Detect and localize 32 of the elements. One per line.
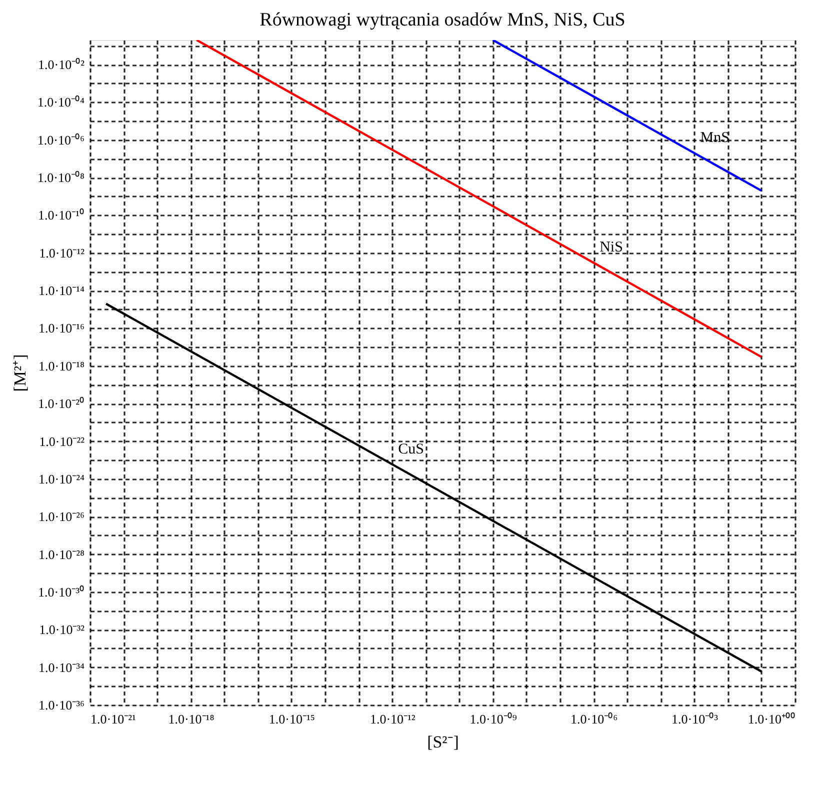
y-tick-label: 1.0·10⁻⁰⁴ [37,94,85,110]
y-axis-title: [M²⁺] [10,354,30,392]
y-tick-label: 1.0·10⁻¹⁶ [38,320,84,336]
y-tick-label: 1.0·10⁻⁰² [38,57,85,72]
y-tick-label: 1.0·10⁻³⁰ [38,584,84,600]
y-tick-label: 1.0·10⁻²⁸ [38,546,85,562]
x-tick-label: 1.0·10⁻⁰⁹ [470,712,518,726]
y-tick-label: 1.0·10⁻⁰⁶ [37,132,84,148]
series-label: NiS [600,240,623,256]
y-tick-label: 1.0·10⁻⁰⁸ [37,170,85,186]
y-tick-label: 1.0·10⁻²⁶ [38,509,84,524]
y-tick-label: 1.0·10⁻²² [39,434,85,449]
x-tick-label: 1.0·10⁻⁰⁶ [570,712,618,726]
y-tick-label: 1.0·10⁻²⁴ [38,471,85,486]
y-tick-label: 1.0·10⁻¹⁴ [38,283,85,298]
series-label: MnS [700,130,730,146]
x-tick-label: 1.0·10⁻⁰³ [672,712,718,726]
y-tick-label: 1.0·10⁻²⁰ [38,396,84,412]
x-tick-label: 1.0·10⁻²¹ [90,712,136,726]
x-axis-title: [S²⁻] [427,732,459,752]
y-tick-label: 1.0·10⁻³⁶ [38,698,84,712]
x-tick-label: 1.0·10⁻¹⁵ [268,712,315,726]
x-tick-label: 1.0·10⁻¹⁸ [168,712,215,726]
x-tick-label: 1.0·10⁺⁰⁰ [748,712,796,726]
x-tick-label: 1.0·10⁻¹² [370,712,416,726]
y-tick-label: 1.0·10⁻¹⁸ [38,358,85,374]
y-tick-label: 1.0·10⁻³² [39,622,85,638]
y-tick-label: 1.0·10⁻¹⁰ [38,208,84,223]
chart-title: Równowagi wytrącania osadów MnS, NiS, CuS [260,10,626,31]
y-tick-label: 1.0·10⁻¹² [39,245,85,260]
y-tick-label: 1.0·10⁻³⁴ [38,660,85,675]
series-label: CuS [398,441,424,458]
